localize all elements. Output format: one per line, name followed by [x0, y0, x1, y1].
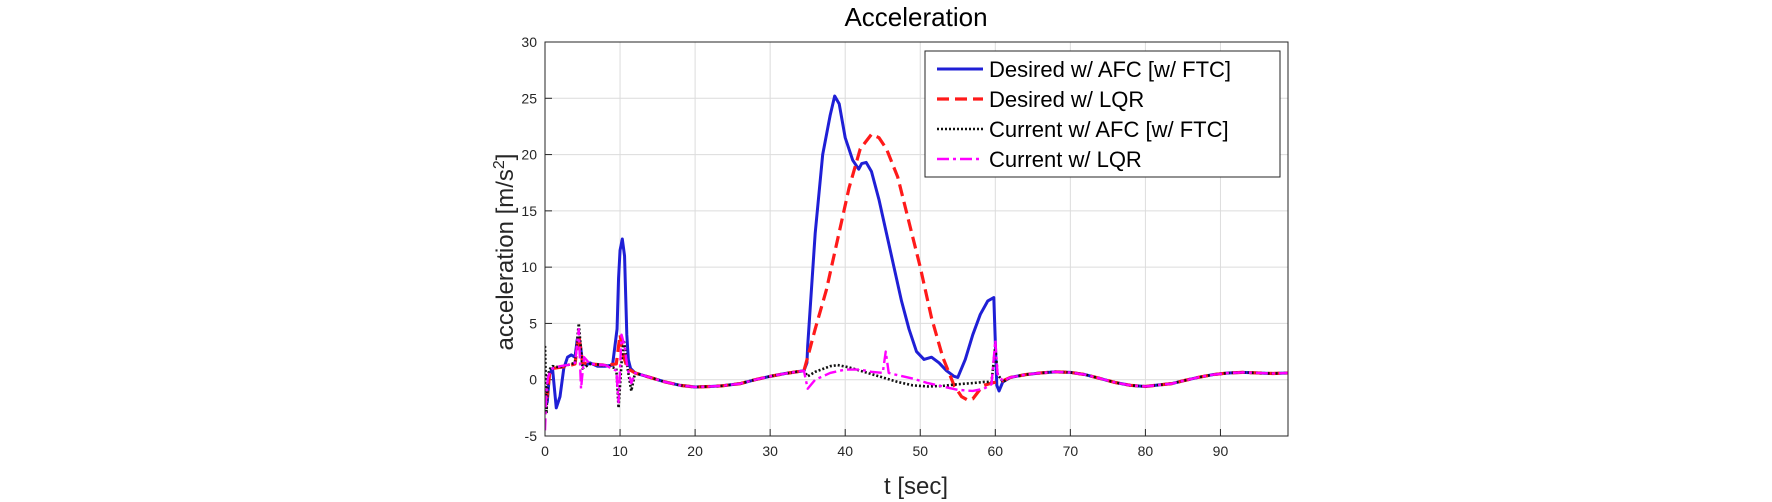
x-tick-label-4: 40 — [837, 443, 853, 459]
series-line-1 — [545, 132, 1288, 402]
y-tick-label-4: 15 — [521, 203, 537, 219]
legend-box — [924, 50, 1281, 178]
y-tick-label-5: 20 — [521, 147, 537, 163]
y-tick-label-1: 0 — [529, 372, 537, 388]
legend-label-2: Current w/ AFC [w/ FTC] — [989, 117, 1229, 142]
x-axis-label: t [sec] — [884, 473, 948, 500]
y-tick-label-6: 25 — [521, 90, 537, 106]
axes-box — [544, 41, 1289, 437]
legend: Desired w/ AFC [w/ FTC] Desired w/ LQR Cur… — [924, 50, 1281, 178]
legend-label-1: Desired w/ LQR — [989, 87, 1144, 112]
series-line-3 — [545, 327, 1288, 431]
x-tick-label-1: 10 — [612, 443, 628, 459]
y-axis-label-main: acceleration [m/s — [492, 169, 519, 350]
legend-label-3: Current w/ LQR — [989, 147, 1142, 172]
y-tick-label-7: 30 — [521, 34, 537, 50]
chart-title: Acceleration — [844, 2, 987, 32]
x-tick-label-5: 50 — [912, 443, 928, 459]
x-tick-label-3: 30 — [762, 443, 778, 459]
x-tick-label-7: 70 — [1063, 443, 1079, 459]
x-tick-label-8: 80 — [1138, 443, 1154, 459]
y-tick-label-3: 10 — [521, 259, 537, 275]
y-axis-label-end: ] — [492, 154, 519, 161]
x-tick-label-0: 0 — [541, 443, 549, 459]
x-tick-label-2: 20 — [687, 443, 703, 459]
y-axis-label: acceleration [m/s2] — [491, 154, 519, 351]
y-tick-label-2: 5 — [529, 315, 537, 331]
x-tick-label-9: 90 — [1213, 443, 1229, 459]
x-tick-label-6: 60 — [988, 443, 1004, 459]
y-tick-label-0: -5 — [525, 428, 538, 444]
legend-label-0: Desired w/ AFC [w/ FTC] — [989, 57, 1231, 82]
y-axis-label-sup: 2 — [491, 160, 508, 169]
